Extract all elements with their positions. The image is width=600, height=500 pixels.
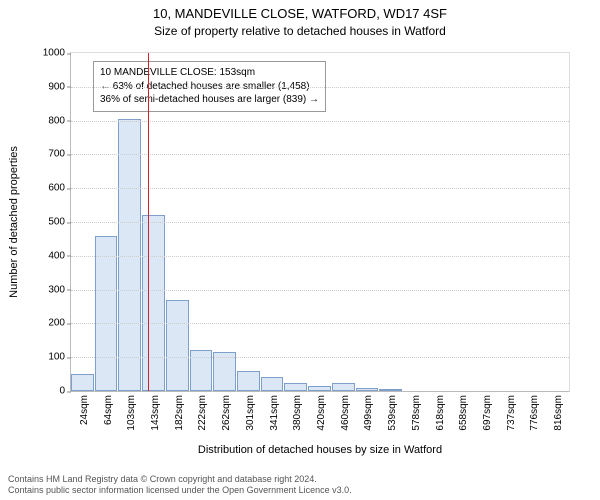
y-tick-label: 200 bbox=[48, 318, 65, 329]
y-tick-label: 400 bbox=[48, 250, 65, 261]
gridline bbox=[71, 290, 569, 291]
x-tick-label: 64sqm bbox=[103, 395, 114, 425]
x-tick-label: 143sqm bbox=[150, 395, 161, 431]
plot-area: 10 MANDEVILLE CLOSE: 153sqm ← 63% of det… bbox=[70, 52, 570, 392]
x-tick-label: 816sqm bbox=[553, 395, 564, 431]
histogram-bar bbox=[332, 383, 355, 391]
y-tick-label: 0 bbox=[59, 386, 65, 397]
histogram-bar bbox=[284, 383, 307, 391]
gridline bbox=[71, 154, 569, 155]
y-tick-label: 600 bbox=[48, 183, 65, 194]
y-axis-label: Number of detached properties bbox=[8, 146, 20, 298]
histogram-bar bbox=[261, 377, 284, 391]
x-tick-label: 499sqm bbox=[363, 395, 374, 431]
x-tick-label: 658sqm bbox=[458, 395, 469, 431]
histogram-bar bbox=[166, 300, 189, 391]
gridline bbox=[71, 188, 569, 189]
y-tick-label: 500 bbox=[48, 217, 65, 228]
y-tick-label: 700 bbox=[48, 149, 65, 160]
x-tick-label: 103sqm bbox=[126, 395, 137, 431]
callout-line-3: 36% of semi-detached houses are larger (… bbox=[100, 93, 319, 107]
gridline bbox=[71, 323, 569, 324]
x-tick-label: 776sqm bbox=[529, 395, 540, 431]
y-tick-label: 300 bbox=[48, 284, 65, 295]
gridline bbox=[71, 87, 569, 88]
histogram-bar bbox=[95, 236, 118, 391]
histogram-bar bbox=[379, 389, 402, 391]
y-tick-label: 800 bbox=[48, 115, 65, 126]
x-tick-label: 222sqm bbox=[197, 395, 208, 431]
histogram-bar bbox=[356, 388, 379, 391]
x-tick-label: 301sqm bbox=[245, 395, 256, 431]
histogram-bar bbox=[71, 374, 94, 391]
x-tick-label: 182sqm bbox=[174, 395, 185, 431]
x-tick-label: 618sqm bbox=[435, 395, 446, 431]
callout-line-1: 10 MANDEVILLE CLOSE: 153sqm bbox=[100, 66, 319, 80]
y-tick-label: 900 bbox=[48, 81, 65, 92]
x-tick-label: 380sqm bbox=[292, 395, 303, 431]
x-tick-label: 460sqm bbox=[340, 395, 351, 431]
x-tick-label: 420sqm bbox=[316, 395, 327, 431]
x-tick-label: 24sqm bbox=[79, 395, 90, 425]
histogram-bar bbox=[142, 215, 165, 391]
property-size-marker bbox=[148, 53, 149, 391]
x-tick-label: 737sqm bbox=[506, 395, 517, 431]
x-tick-label: 341sqm bbox=[269, 395, 280, 431]
histogram-bar bbox=[237, 371, 260, 391]
chart-subtitle: Size of property relative to detached ho… bbox=[0, 24, 600, 38]
gridline bbox=[71, 256, 569, 257]
x-tick-label: 262sqm bbox=[221, 395, 232, 431]
gridline bbox=[71, 222, 569, 223]
y-tick-label: 1000 bbox=[43, 48, 65, 59]
gridline bbox=[71, 357, 569, 358]
footer-line-2: Contains public sector information licen… bbox=[8, 485, 352, 496]
gridline bbox=[71, 121, 569, 122]
histogram-bar bbox=[308, 386, 331, 391]
x-tick-label: 697sqm bbox=[482, 395, 493, 431]
chart-title: 10, MANDEVILLE CLOSE, WATFORD, WD17 4SF bbox=[0, 6, 600, 21]
x-tick-label: 578sqm bbox=[411, 395, 422, 431]
footer-line-1: Contains HM Land Registry data © Crown c… bbox=[8, 474, 352, 485]
y-tick-label: 100 bbox=[48, 352, 65, 363]
x-tick-label: 539sqm bbox=[387, 395, 398, 431]
x-axis-label: Distribution of detached houses by size … bbox=[70, 444, 570, 456]
attribution-footer: Contains HM Land Registry data © Crown c… bbox=[8, 474, 352, 497]
